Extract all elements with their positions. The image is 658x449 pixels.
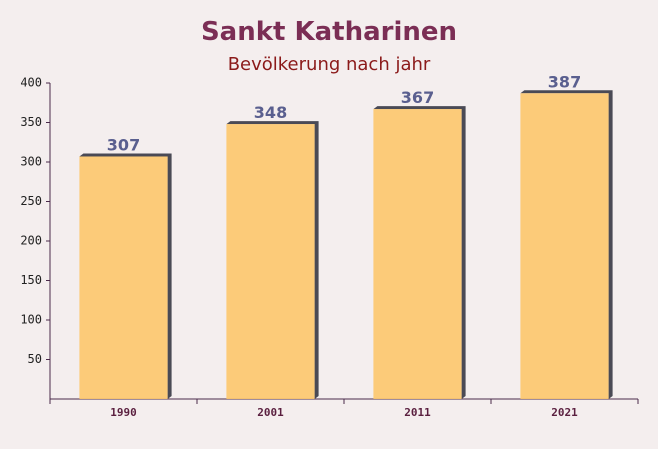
- value-label: 307: [107, 135, 140, 154]
- x-tick-label: 2011: [404, 406, 431, 419]
- x-tick-label: 1990: [110, 406, 137, 419]
- y-tick-label: 50: [28, 352, 42, 366]
- y-tick-label: 400: [20, 76, 42, 90]
- value-label: 367: [401, 88, 434, 107]
- y-tick-label: 150: [20, 273, 42, 287]
- y-tick-label: 300: [20, 155, 42, 169]
- bar: [520, 93, 609, 400]
- y-tick-label: 100: [20, 313, 42, 327]
- y-tick-label: 250: [20, 194, 42, 208]
- chart-title: Sankt Katharinen: [201, 17, 457, 47]
- bar: [79, 156, 168, 399]
- y-tick-label: 200: [20, 234, 42, 248]
- value-label: 348: [254, 103, 287, 122]
- value-label: 387: [548, 72, 581, 91]
- bar: [226, 124, 315, 399]
- bar: [373, 109, 462, 399]
- chart-subtitle: Bevölkerung nach jahr: [228, 54, 431, 75]
- x-tick-label: 2001: [257, 406, 284, 419]
- x-tick-label: 2021: [551, 406, 578, 419]
- y-tick-label: 350: [20, 115, 42, 129]
